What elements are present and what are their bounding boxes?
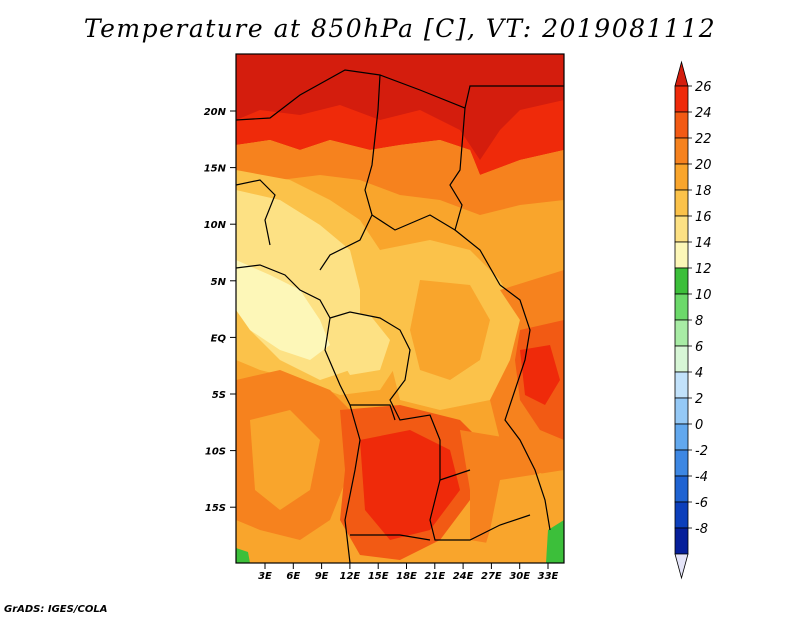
colorbar-label: 10 [695,288,712,303]
colorbar-segment [674,475,689,503]
colorbar-segment [674,345,689,373]
map-frame [235,53,565,564]
colorbar-segment [674,397,689,425]
colorbar-label: -4 [695,470,708,485]
colorbar-label: -6 [695,496,708,511]
colorbar-label: -8 [695,522,708,537]
colorbar-segment [674,163,689,191]
colorbar-segment [674,85,689,113]
colorbar-label: 2 [695,392,703,407]
colorbar-label: 22 [695,132,712,147]
lat-label: 10N [204,220,227,231]
lat-label: 5N [211,277,227,288]
colorbar-segment [674,371,689,399]
colorbar-label: 16 [695,210,712,225]
lon-label: 27E [481,571,502,582]
lon-label: 9E [315,571,329,582]
lon-label: 18E [396,571,417,582]
colorbar-segment [674,527,689,555]
lat-label: 15S [205,503,226,514]
colorbar-segment [674,189,689,217]
temperature-field [236,54,564,563]
lon-label: 30E [509,571,530,582]
lat-label: 20N [204,107,227,118]
colorbar-segment [674,241,689,269]
colorbar-label: 8 [695,314,703,329]
lon-label: 3E [258,571,272,582]
colorbar-label: 26 [695,80,712,95]
colorbar-label: 24 [695,106,712,121]
colorbar-label: -2 [695,444,708,459]
colorbar-segment [674,215,689,243]
lat-label: 5S [212,390,226,401]
colorbar-segment [674,449,689,477]
lon-label: 33E [538,571,559,582]
lat-label: EQ [211,333,227,344]
colorbar-label: 6 [695,340,703,355]
lat-label: 15N [204,164,227,175]
lon-label: 24E [453,571,474,582]
colorbar-label: 12 [695,262,712,277]
colorbar-segment [674,267,689,295]
lat-label: 10S [205,447,226,458]
colorbar-label: 18 [695,184,712,199]
colorbar-segment [674,111,689,139]
colorbar-label: 20 [695,158,712,173]
longitude-axis: 3E 6E 9E 12E 15E 18E 21E 24E 27E 30E 33E [258,563,559,582]
lon-label: 6E [286,571,300,582]
lon-label: 15E [368,571,389,582]
colorbar-label: 14 [695,236,712,251]
colorbar-top-arrow [674,60,689,87]
colorbar-segment [674,319,689,347]
colorbar-bottom-arrow [674,553,689,580]
colorbar-segment [674,293,689,321]
grads-credit: GrADS: IGES/COLA [4,604,108,615]
colorbar-segment [674,501,689,529]
map-title: Temperature at 850hPa [C], VT: 201908111… [83,14,717,43]
colorbar-label: 4 [695,366,703,381]
colorbar-segment [674,423,689,451]
colorbar-label: 0 [695,418,703,433]
lon-label: 12E [340,571,361,582]
colorbar-segment [674,137,689,165]
lon-label: 21E [424,571,445,582]
latitude-axis: 20N 15N 10N 5N EQ 5S 10S 15S [204,107,236,514]
